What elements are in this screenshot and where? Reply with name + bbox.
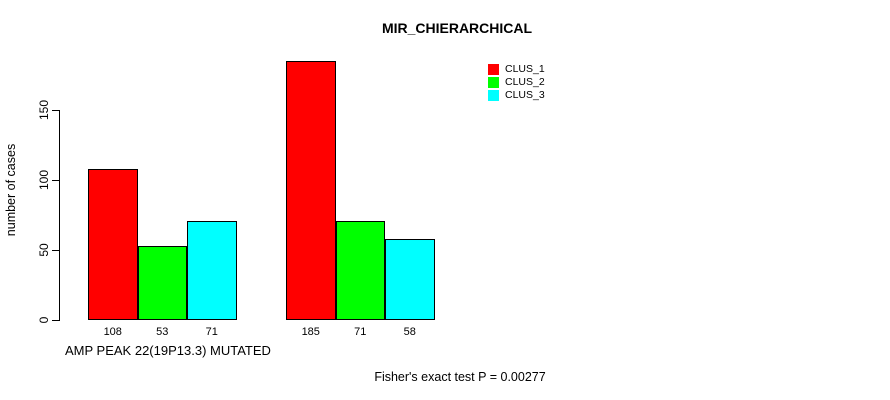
- bar-clus_2-group-2: [335, 220, 385, 320]
- y-tick-label: 100: [37, 169, 51, 191]
- legend-label: CLUS_2: [505, 76, 545, 88]
- bar-clus_1-group-2: [286, 61, 336, 320]
- legend-item-clus_3: CLUS_3: [488, 90, 545, 101]
- bar-clus_1-group-1: [88, 168, 138, 320]
- legend-swatch-clus_1: [488, 64, 499, 75]
- y-tick: [52, 320, 59, 321]
- bar-clus_3-group-2: [385, 238, 435, 320]
- y-tick-label: 50: [37, 243, 51, 257]
- bar-clus_2-group-1: [137, 245, 187, 320]
- bar-clus_3-group-1: [187, 220, 237, 320]
- chart-title: MIR_CHIERARCHICAL: [381, 20, 533, 36]
- bar-value-label: 71: [205, 326, 218, 338]
- legend-swatch-clus_3: [488, 90, 499, 101]
- bar-value-label: 71: [354, 326, 367, 338]
- y-tick-label: 150: [37, 99, 51, 121]
- y-tick: [52, 250, 59, 251]
- legend-swatch-clus_2: [488, 77, 499, 88]
- bar-value-label: 53: [156, 326, 169, 338]
- y-axis-title: number of cases: [4, 143, 18, 237]
- legend-item-clus_1: CLUS_1: [488, 64, 545, 75]
- y-tick: [52, 180, 59, 181]
- y-tick-label: 0: [37, 316, 51, 324]
- y-tick: [52, 110, 59, 111]
- bar-value-label: 185: [301, 326, 320, 338]
- legend-label: CLUS_3: [505, 89, 545, 101]
- legend-label: CLUS_1: [505, 63, 545, 75]
- bar-value-label: 58: [403, 326, 416, 338]
- chart-legend: CLUS_1 CLUS_2 CLUS_3: [488, 64, 545, 103]
- bar-value-label: 108: [103, 326, 122, 338]
- y-axis-line: [59, 110, 60, 321]
- x-axis-label: AMP PEAK 22(19P13.3) MUTATED: [65, 343, 271, 358]
- legend-item-clus_2: CLUS_2: [488, 77, 545, 88]
- stat-annotation: Fisher's exact test P = 0.00277: [374, 370, 546, 384]
